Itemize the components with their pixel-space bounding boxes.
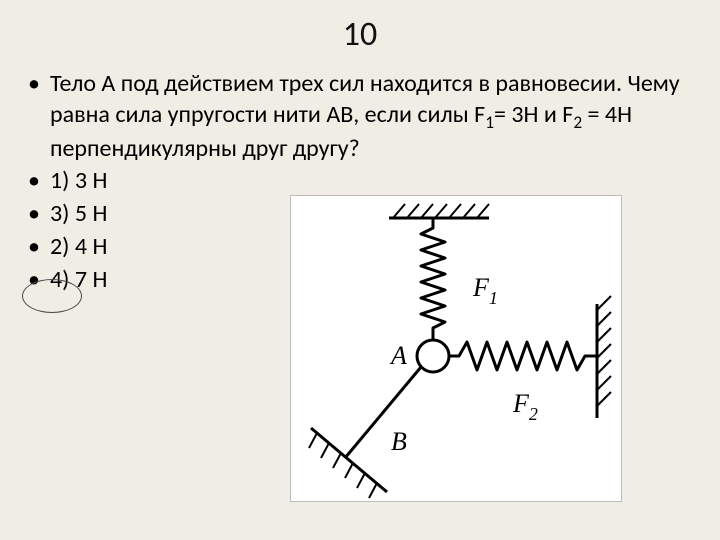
label-b: B: [391, 427, 407, 456]
thread-ab: [345, 367, 421, 458]
slide: 10 Тело А под действием трех сил находит…: [0, 0, 720, 540]
label-a: A: [389, 341, 407, 370]
spring-f2: [449, 342, 597, 370]
ceiling-hatching: [393, 204, 489, 218]
floor-wall-hatching: [309, 433, 377, 498]
slide-title: 10: [0, 0, 720, 55]
right-wall-hatching: [597, 296, 611, 406]
floor-wall-line: [311, 428, 387, 492]
question-text: Тело А под действием трех сил находится …: [28, 69, 692, 164]
label-f2: F2: [512, 389, 538, 424]
option-1: 1) 3 Н: [28, 166, 692, 197]
physics-diagram: F1 F2 A B: [290, 195, 622, 502]
spring-f1: [421, 218, 445, 340]
answer-highlight-ellipse: [22, 279, 82, 313]
label-f1: F1: [472, 273, 498, 308]
diagram-svg: F1 F2 A B: [291, 196, 621, 501]
body-a-circle: [417, 340, 449, 372]
